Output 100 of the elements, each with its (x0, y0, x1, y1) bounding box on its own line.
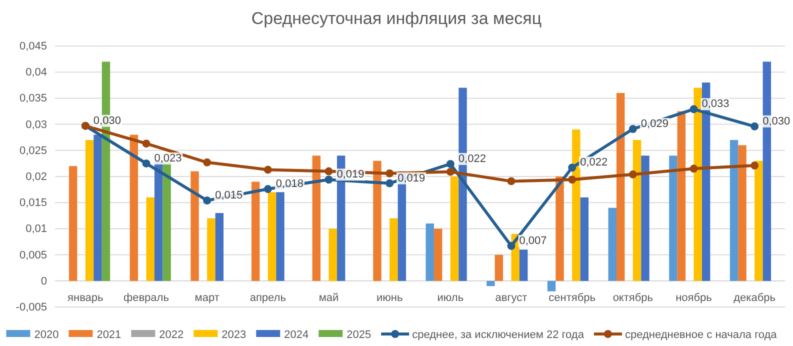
x-tick-label: июнь (376, 292, 403, 304)
legend-label: 2021 (96, 329, 122, 341)
point (568, 164, 576, 172)
bar (215, 213, 224, 281)
y-tick-label: 0,03 (26, 118, 47, 131)
y-tick-label: -0,005 (16, 302, 47, 314)
point (507, 177, 516, 186)
point (264, 185, 272, 194)
y-tick-label: 0,005 (19, 249, 47, 262)
bar (426, 223, 434, 281)
y-tick-label: 0,015 (19, 197, 47, 210)
data-label: 0,007 (519, 234, 547, 247)
bar (669, 156, 678, 281)
x-tick-label: август (495, 292, 528, 304)
bar (572, 130, 580, 281)
data-label: 0,033 (702, 98, 730, 110)
bar (677, 111, 686, 281)
x-tick-label: февраль (124, 292, 170, 304)
bar (251, 182, 260, 281)
point (386, 169, 394, 178)
data-label: 0,030 (762, 115, 790, 128)
point (446, 168, 454, 176)
x-tick-label: июль (437, 292, 464, 304)
point (750, 122, 759, 130)
point (628, 125, 637, 133)
point (203, 158, 212, 166)
data-label: 0,022 (458, 152, 486, 165)
bar (390, 218, 398, 281)
point (750, 162, 759, 170)
data-label: 0,023 (154, 152, 182, 164)
point (142, 159, 150, 168)
bar (268, 192, 276, 281)
data-label: 0,018 (276, 178, 304, 190)
bar (434, 228, 442, 281)
bar (85, 140, 94, 281)
point (264, 166, 272, 174)
legend-label: среднедневное с начала года (624, 329, 778, 341)
x-tick-label: сентябрь (548, 292, 596, 304)
point (446, 160, 454, 168)
bar (94, 134, 102, 281)
point (568, 176, 576, 184)
bar (616, 92, 625, 281)
data-label: 0,019 (398, 172, 426, 184)
bar (580, 197, 589, 281)
bar (68, 166, 78, 281)
x-tick-label: декабрь (734, 292, 776, 304)
bar (328, 228, 337, 281)
bar (146, 197, 154, 281)
chart-title: Среднесуточная инфляция за месяц (251, 9, 542, 28)
legend-label: 2020 (34, 329, 59, 341)
legend-label: 2022 (159, 329, 184, 341)
bar (547, 280, 556, 292)
bar (556, 176, 564, 281)
data-label: 0,022 (580, 156, 608, 169)
x-tick-label: март (194, 292, 220, 304)
point (203, 196, 212, 204)
data-label: 0,030 (93, 114, 121, 127)
bar (519, 250, 528, 281)
legend-label: 2025 (346, 329, 372, 341)
bar (130, 134, 138, 281)
x-tick-label: октябрь (612, 292, 654, 304)
y-tick-label: 0,035 (19, 92, 47, 105)
data-label: 0,015 (215, 190, 243, 202)
y-tick-label: 0,04 (26, 66, 47, 79)
point (690, 105, 698, 114)
point (628, 170, 637, 178)
y-tick-label: 0,01 (26, 223, 47, 236)
point (142, 140, 150, 148)
x-tick-label: январь (68, 292, 104, 304)
point (690, 164, 698, 173)
y-tick-label: 0,02 (26, 171, 47, 184)
x-tick-label: ноябрь (676, 292, 712, 304)
point (507, 242, 516, 250)
bar (738, 145, 746, 281)
x-tick-label: май (318, 292, 339, 304)
data-label: 0,019 (336, 168, 364, 181)
legend-label: 2023 (222, 329, 246, 341)
bar (494, 254, 504, 281)
bar (632, 140, 642, 281)
bar (641, 156, 650, 281)
bar (373, 160, 382, 281)
bar (730, 140, 738, 281)
bar (486, 280, 495, 286)
bar (207, 218, 216, 281)
bar (190, 171, 199, 281)
legend-label: среднее, за исключением 22 года (412, 329, 585, 341)
x-tick-label: апрель (250, 292, 286, 304)
y-tick-label: 0,025 (19, 144, 47, 157)
bar (276, 192, 284, 281)
bar (450, 176, 459, 281)
y-tick-label: 0 (40, 275, 47, 288)
bar (312, 156, 321, 281)
bar (608, 208, 616, 281)
bar (754, 160, 763, 281)
y-tick-label: 0,045 (19, 40, 47, 53)
bar (694, 88, 702, 281)
legend-label: 2024 (284, 329, 309, 341)
point (386, 179, 394, 188)
point (324, 167, 333, 176)
point (324, 176, 333, 184)
